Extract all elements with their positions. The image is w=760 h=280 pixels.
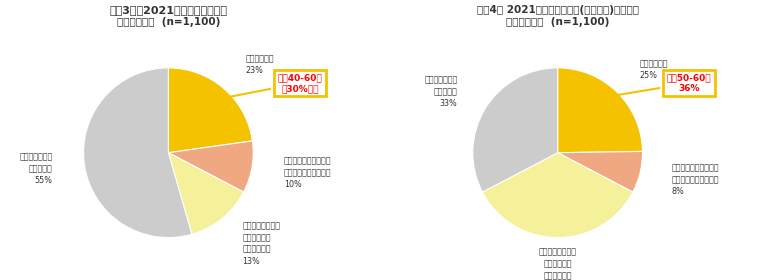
Text: 既に購入した
25%: 既に購入した 25% [640, 59, 668, 80]
Text: 購入・使用する
予定はない
55%: 購入・使用する 予定はない 55% [19, 153, 52, 185]
Wedge shape [473, 68, 558, 192]
Text: まだ購入していないが
これから購入する予定
8%: まだ購入していないが これから購入する予定 8% [672, 164, 719, 196]
Text: まだ購入していないが
これから購入する予定
10%: まだ購入していないが これから購入する予定 10% [283, 156, 331, 189]
Text: ＜図4＞ 2021年のカレンダー(ご自宅用)購入状況: ＜図4＞ 2021年のカレンダー(ご自宅用)購入状況 [477, 5, 638, 15]
Text: 購入していないが
貿い物などを
使用する予定
35%: 購入していないが 貿い物などを 使用する予定 35% [539, 248, 577, 280]
Text: 購入していないが
貿い物などを
使用する予定
13%: 購入していないが 貿い物などを 使用する予定 13% [242, 221, 280, 266]
Text: （単一回答）  (n=1,100): （単一回答） (n=1,100) [506, 17, 610, 27]
Wedge shape [558, 151, 642, 192]
Wedge shape [169, 68, 252, 153]
Wedge shape [558, 68, 642, 153]
Wedge shape [84, 68, 192, 237]
Text: 既に購入した
23%: 既に購入した 23% [245, 54, 274, 75]
Wedge shape [483, 153, 633, 237]
Text: 購入・使用する
予定はない
33%: 購入・使用する 予定はない 33% [424, 76, 458, 108]
Text: 女性40-60代
個30%以上: 女性40-60代 個30%以上 [217, 73, 322, 100]
Wedge shape [169, 141, 253, 192]
Text: ＜図3＞　2021年の手帳購入状況: ＜図3＞ 2021年の手帳購入状況 [109, 5, 227, 15]
Text: 女性50-60代
36%: 女性50-60代 36% [606, 73, 711, 98]
Text: （単一回答）  (n=1,100): （単一回答） (n=1,100) [117, 17, 220, 27]
Wedge shape [169, 153, 243, 234]
